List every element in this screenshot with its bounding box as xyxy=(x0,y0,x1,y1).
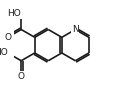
Text: HO: HO xyxy=(7,9,21,18)
Text: N: N xyxy=(72,25,79,34)
Text: O: O xyxy=(4,33,11,42)
Text: O: O xyxy=(18,72,25,81)
Text: HO: HO xyxy=(0,48,8,57)
